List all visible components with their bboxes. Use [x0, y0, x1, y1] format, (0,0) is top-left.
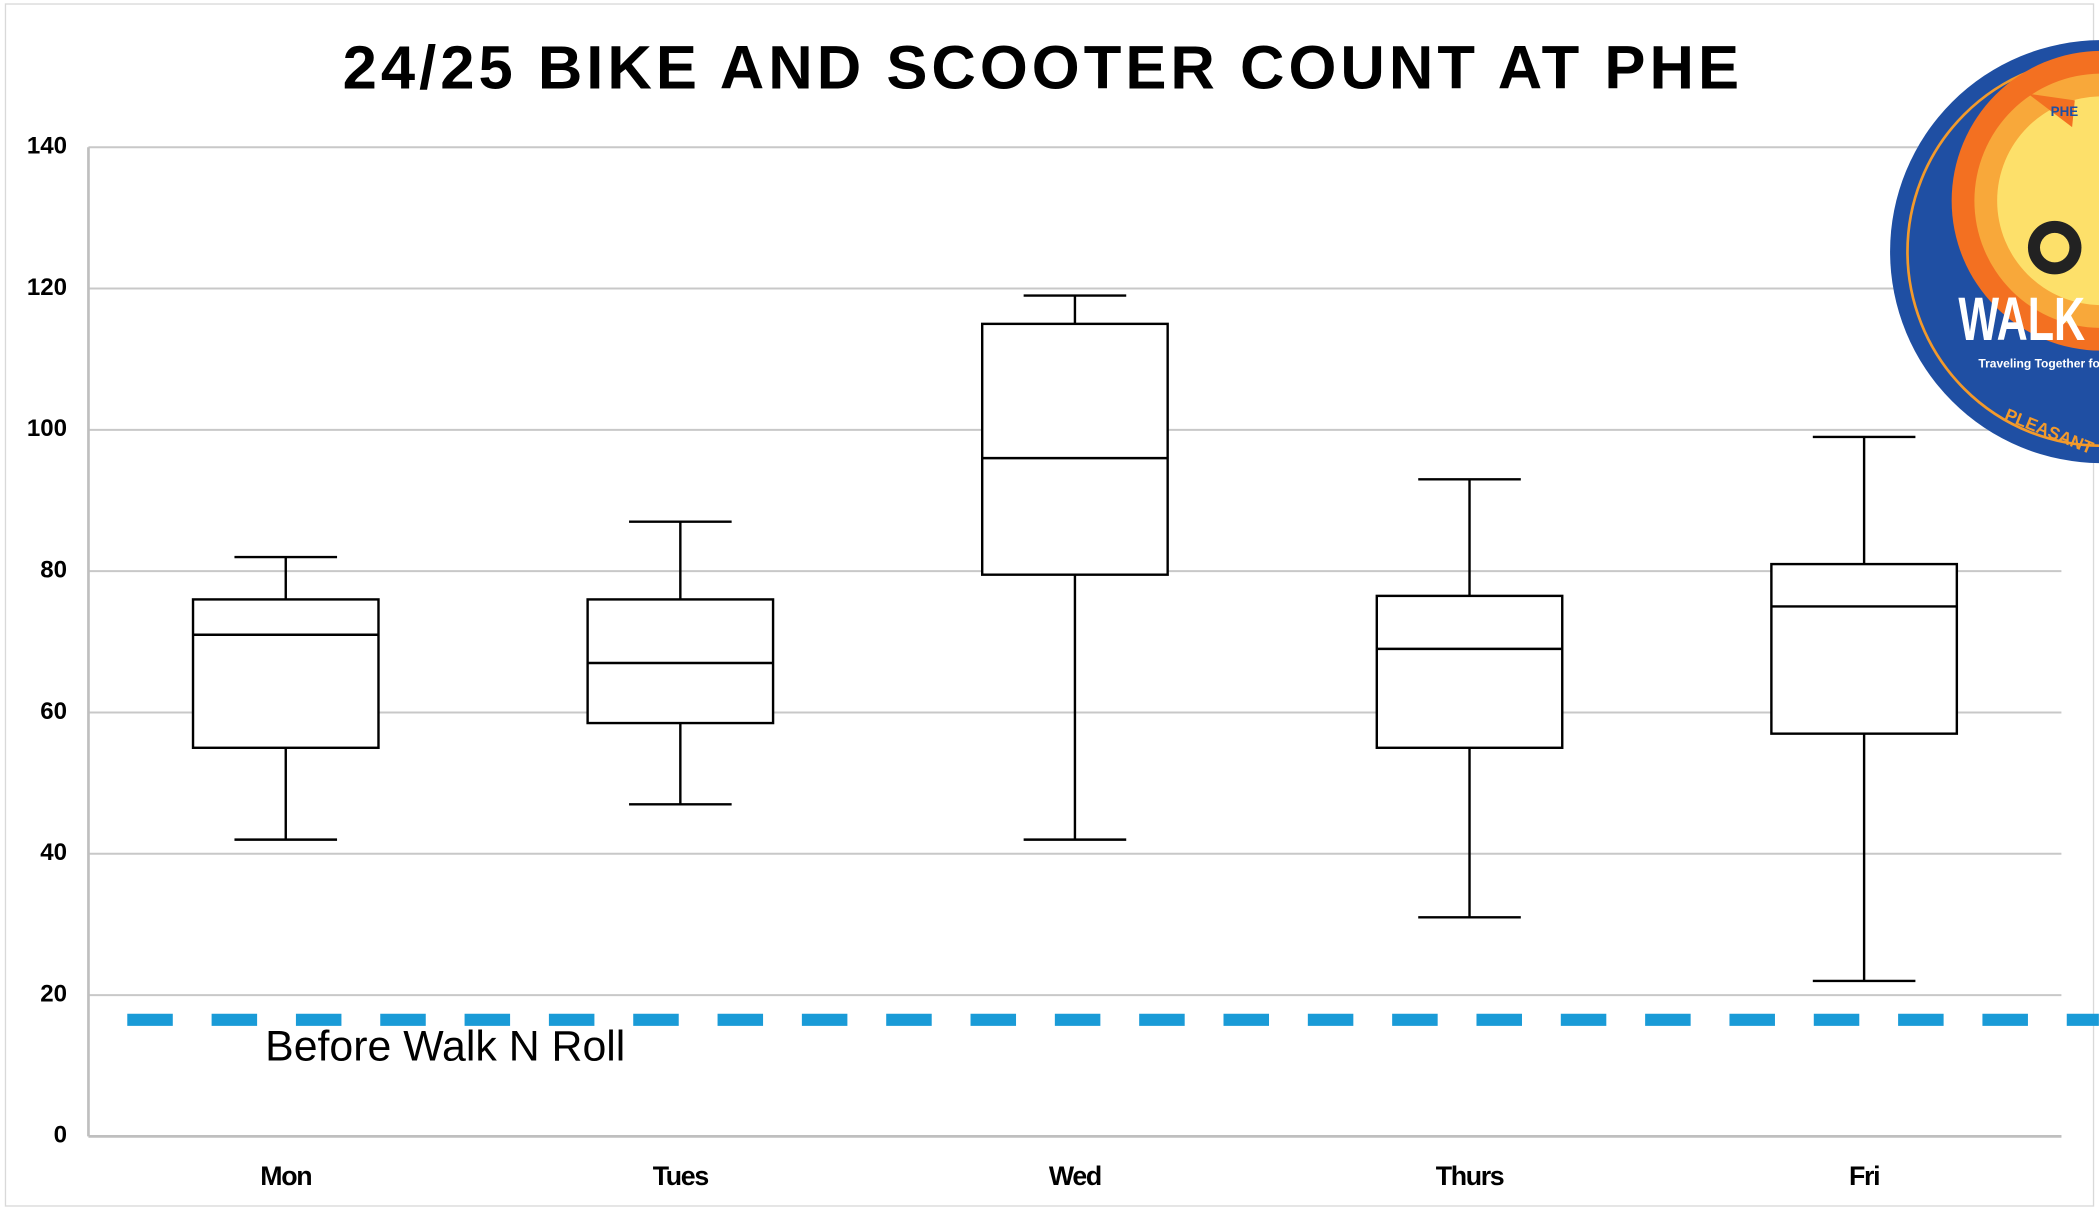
x-tick-label: Mon	[260, 1161, 311, 1191]
reference-label: Before Walk N Roll	[265, 1023, 625, 1071]
y-tick-label: 80	[40, 557, 67, 584]
chart-title: 24/25 BIKE AND SCOOTER COUNT AT PHE	[343, 34, 1743, 103]
x-tick-label: Fri	[1849, 1161, 1879, 1191]
logo-badge: PHE	[2051, 104, 2079, 119]
x-tick-label: Wed	[1049, 1161, 1101, 1191]
chart: 24/25 BIKE AND SCOOTER COUNT AT PHE 0 20 4…	[0, 0, 2099, 1210]
page: {"chart_data": {"type": "box", "title": …	[0, 0, 2099, 1210]
x-tick-label: Thurs	[1436, 1161, 1504, 1191]
box	[1377, 596, 1562, 748]
logo-title: WALK i	[1958, 286, 2099, 354]
y-tick-label: 120	[27, 274, 67, 301]
y-tick-label: 20	[40, 980, 67, 1007]
logo-tagline: Traveling Together fo	[1978, 356, 2099, 370]
box	[588, 599, 773, 723]
y-tick-label: 0	[54, 1122, 67, 1149]
y-tick-label: 140	[27, 133, 67, 160]
y-tick-label: 60	[40, 698, 67, 725]
box	[1771, 564, 1956, 734]
y-tick-label: 100	[27, 415, 67, 442]
logo-wheel-hub	[2040, 233, 2069, 262]
y-tick-label: 40	[40, 839, 67, 866]
x-tick-label: Tues	[653, 1161, 709, 1191]
box	[982, 324, 1167, 575]
box	[193, 599, 378, 747]
